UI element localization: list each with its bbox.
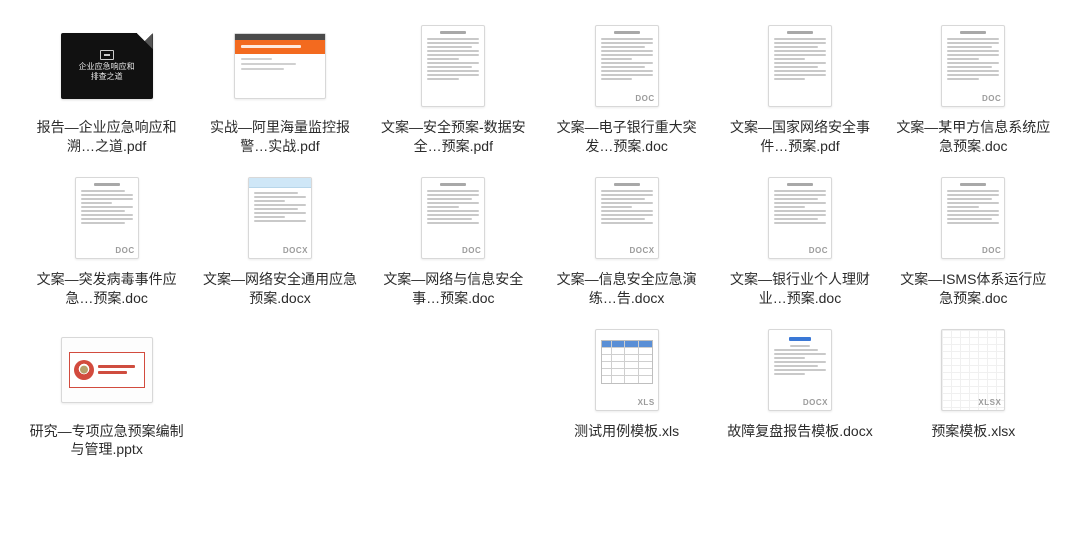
- file-item[interactable]: XLS 测试用例模板.xls: [545, 324, 708, 460]
- pdf-slide-light-icon: [234, 33, 326, 99]
- file-thumbnail: DOCX: [198, 172, 361, 264]
- file-item[interactable]: XLSX 预案模板.xlsx: [892, 324, 1055, 460]
- slide-text-line2: 排查之道: [91, 72, 123, 82]
- doc-icon: DOC: [941, 177, 1005, 259]
- file-thumbnail: [198, 20, 361, 112]
- file-thumbnail: DOC: [718, 172, 881, 264]
- file-label: 文案—突发病毒事件应急…预案.doc: [27, 270, 187, 308]
- file-label: 文案—银行业个人理财业…预案.doc: [720, 270, 880, 308]
- pptx-icon: [61, 337, 153, 403]
- file-item[interactable]: DOC 文案—银行业个人理财业…预案.doc: [718, 172, 881, 308]
- file-item[interactable]: DOCX 文案—信息安全应急演练…告.docx: [545, 172, 708, 308]
- file-type-badge: DOC: [635, 94, 654, 103]
- file-item[interactable]: DOCX 故障复盘报告模板.docx: [718, 324, 881, 460]
- file-item[interactable]: DOC 文案—电子银行重大突发…预案.doc: [545, 20, 708, 156]
- file-label: 文案—网络安全通用应急预案.docx: [200, 270, 360, 308]
- file-label: 文案—网络与信息安全事…预案.doc: [373, 270, 533, 308]
- file-label: 测试用例模板.xls: [574, 422, 679, 441]
- file-thumbnail: DOC: [545, 20, 708, 112]
- file-thumbnail: [25, 324, 188, 416]
- doc-icon: DOC: [595, 25, 659, 107]
- pdf-slide-dark-icon: 企业应急响应和 排查之道: [61, 33, 153, 99]
- doc-icon: DOC: [768, 177, 832, 259]
- file-thumbnail: XLSX: [892, 324, 1055, 416]
- file-label: 预案模板.xlsx: [931, 422, 1015, 441]
- pdf-doc-icon: [421, 25, 485, 107]
- pdf-doc-icon: [768, 25, 832, 107]
- xls-icon: XLS: [595, 329, 659, 411]
- file-type-badge: DOCX: [630, 246, 655, 255]
- file-label: 文案—某甲方信息系统应急预案.doc: [893, 118, 1053, 156]
- doc-icon: DOC: [421, 177, 485, 259]
- file-thumbnail: 企业应急响应和 排查之道: [25, 20, 188, 112]
- file-thumbnail: DOC: [25, 172, 188, 264]
- file-item[interactable]: DOC 文案—ISMS体系运行应急预案.doc: [892, 172, 1055, 308]
- file-item[interactable]: DOC 文案—网络与信息安全事…预案.doc: [372, 172, 535, 308]
- file-label: 报告—企业应急响应和溯…之道.pdf: [27, 118, 187, 156]
- file-item[interactable]: 企业应急响应和 排查之道 报告—企业应急响应和溯…之道.pdf: [25, 20, 188, 156]
- file-item[interactable]: DOC 文案—突发病毒事件应急…预案.doc: [25, 172, 188, 308]
- file-type-badge: XLSX: [978, 398, 1001, 407]
- docx-icon: DOCX: [248, 177, 312, 259]
- file-label: 故障复盘报告模板.docx: [727, 422, 872, 441]
- file-thumbnail: XLS: [545, 324, 708, 416]
- file-thumbnail: DOC: [892, 20, 1055, 112]
- file-item[interactable]: 研究—专项应急预案编制与管理.pptx: [25, 324, 188, 460]
- docx-icon: DOCX: [595, 177, 659, 259]
- xlsx-icon: XLSX: [941, 329, 1005, 411]
- file-thumbnail: [718, 20, 881, 112]
- file-type-badge: DOC: [982, 246, 1001, 255]
- file-thumbnail: DOCX: [718, 324, 881, 416]
- file-thumbnail: DOCX: [545, 172, 708, 264]
- file-type-badge: XLS: [638, 398, 655, 407]
- file-label: 研究—专项应急预案编制与管理.pptx: [27, 422, 187, 460]
- file-item[interactable]: 文案—安全预案-数据安全…预案.pdf: [372, 20, 535, 156]
- file-thumbnail: DOC: [892, 172, 1055, 264]
- file-type-badge: DOC: [115, 246, 134, 255]
- doc-icon: DOC: [941, 25, 1005, 107]
- file-item[interactable]: 文案—国家网络安全事件…预案.pdf: [718, 20, 881, 156]
- file-item[interactable]: 实战—阿里海量监控报警…实战.pdf: [198, 20, 361, 156]
- file-thumbnail: [372, 20, 535, 112]
- doc-icon: DOC: [75, 177, 139, 259]
- file-label: 文案—ISMS体系运行应急预案.doc: [893, 270, 1053, 308]
- file-type-badge: DOCX: [283, 246, 308, 255]
- slide-text-line1: 企业应急响应和: [79, 62, 135, 72]
- file-type-badge: DOCX: [803, 398, 828, 407]
- file-item[interactable]: DOCX 文案—网络安全通用应急预案.docx: [198, 172, 361, 308]
- docx-icon: DOCX: [768, 329, 832, 411]
- file-type-badge: DOC: [982, 94, 1001, 103]
- file-grid: 企业应急响应和 排查之道 报告—企业应急响应和溯…之道.pdf 实战—阿里海量监…: [0, 0, 1080, 469]
- file-type-badge: DOC: [462, 246, 481, 255]
- file-thumbnail: DOC: [372, 172, 535, 264]
- file-label: 文案—国家网络安全事件…预案.pdf: [720, 118, 880, 156]
- file-label: 文案—信息安全应急演练…告.docx: [547, 270, 707, 308]
- file-label: 文案—安全预案-数据安全…预案.pdf: [373, 118, 533, 156]
- file-label: 文案—电子银行重大突发…预案.doc: [547, 118, 707, 156]
- file-type-badge: DOC: [809, 246, 828, 255]
- file-item[interactable]: DOC 文案—某甲方信息系统应急预案.doc: [892, 20, 1055, 156]
- file-label: 实战—阿里海量监控报警…实战.pdf: [200, 118, 360, 156]
